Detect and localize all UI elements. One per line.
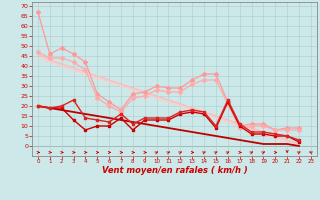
X-axis label: Vent moyen/en rafales ( km/h ): Vent moyen/en rafales ( km/h ): [101, 166, 247, 175]
